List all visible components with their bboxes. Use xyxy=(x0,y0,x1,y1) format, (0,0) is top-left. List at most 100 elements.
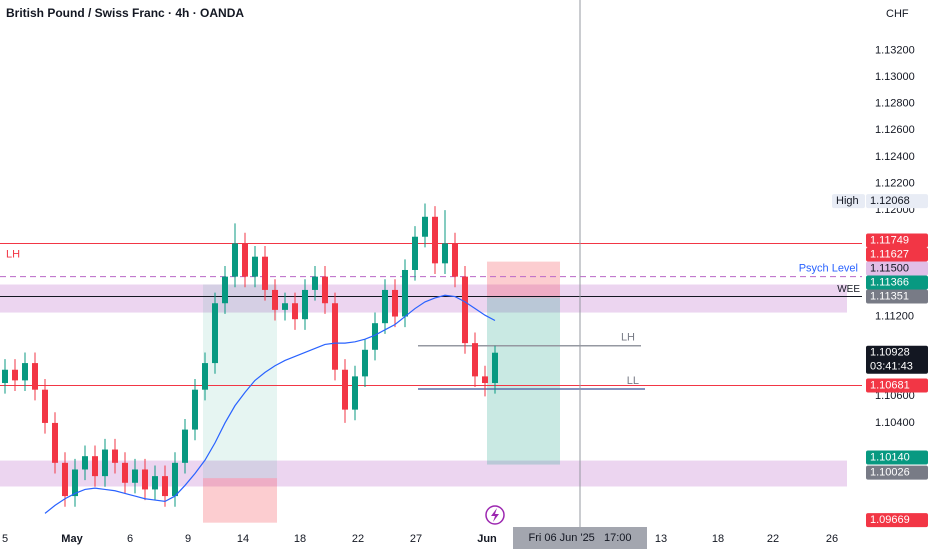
candle-body xyxy=(12,369,18,381)
candle-body xyxy=(222,276,228,304)
price-tag xyxy=(866,465,928,480)
candle-body xyxy=(212,303,218,364)
x-tick-label: 5 xyxy=(2,533,8,545)
price-tag xyxy=(866,289,928,304)
y-tick-label: 1.12200 xyxy=(875,177,915,189)
crosshair-time-box xyxy=(513,527,647,549)
candle-body xyxy=(312,276,318,290)
candle-body xyxy=(472,343,478,377)
candle-body xyxy=(32,363,38,390)
position-box xyxy=(487,261,560,298)
candle-body xyxy=(282,303,288,310)
candle-body xyxy=(272,289,278,310)
candle-body xyxy=(42,389,48,423)
candle-body xyxy=(302,289,308,320)
candle-body xyxy=(92,456,98,477)
candle-body xyxy=(422,216,428,237)
candle-body xyxy=(122,462,128,483)
candle-body xyxy=(372,323,378,350)
price-tag-label: 1.11366 xyxy=(870,276,909,288)
price-tag xyxy=(866,345,928,374)
price-tag-label: 1.10681 xyxy=(870,379,910,391)
candle-body xyxy=(202,363,208,390)
price-tag xyxy=(866,513,928,528)
candle-body xyxy=(112,449,118,463)
price-tag xyxy=(866,261,928,276)
candle-body xyxy=(132,469,138,483)
candle-body xyxy=(2,369,8,384)
x-tick-label: 14 xyxy=(237,533,249,545)
x-tick-label: 26 xyxy=(826,533,838,545)
candle-body xyxy=(432,216,438,264)
price-countdown: 03:41:43 xyxy=(870,361,913,373)
candle-body xyxy=(142,469,148,490)
candle-body xyxy=(382,289,388,324)
x-tick-label: 13 xyxy=(655,533,667,545)
candle-body xyxy=(192,389,198,430)
candle-body xyxy=(52,422,58,463)
x-tick-label: 27 xyxy=(410,533,422,545)
price-tag xyxy=(866,275,928,290)
price-tag-label: 1.09669 xyxy=(870,514,910,526)
x-tick-label: Jun xyxy=(477,533,497,545)
zone xyxy=(0,284,847,313)
segment-label: LH xyxy=(621,332,635,344)
price-tag-label: 1.10140 xyxy=(870,451,910,463)
y-tick-label: 1.12600 xyxy=(875,124,915,136)
position-box xyxy=(487,297,560,465)
candle-body xyxy=(62,462,68,497)
candle-body xyxy=(412,236,418,270)
y-tick-label: 1.10600 xyxy=(875,390,915,402)
candle-body xyxy=(362,349,368,377)
tag-label: High xyxy=(836,195,859,207)
tag-box xyxy=(832,194,865,209)
price-tag xyxy=(866,378,928,393)
price-tag xyxy=(866,194,928,209)
level-label: WEE xyxy=(837,284,860,295)
x-tick-label: 9 xyxy=(185,533,191,545)
candle-body xyxy=(242,243,248,277)
price-tag-label: 1.11351 xyxy=(870,290,909,302)
level-label: LH xyxy=(6,248,20,260)
price-tag-label: 1.10026 xyxy=(870,467,910,479)
price-tag-label: 1.10928 xyxy=(870,347,910,359)
x-tick-label: 22 xyxy=(767,533,779,545)
x-tick-label: 22 xyxy=(352,533,364,545)
currency-label: CHF xyxy=(886,8,909,20)
candle-body xyxy=(492,352,498,384)
candle-body xyxy=(452,243,458,277)
y-tick-label: 1.12800 xyxy=(875,98,915,110)
candle-body xyxy=(152,476,158,490)
crosshair-time: Fri 06 Jun '25 17:00 xyxy=(529,532,632,544)
x-tick-label: 18 xyxy=(294,533,306,545)
price-tag xyxy=(866,247,928,262)
tag-label: Psych Level xyxy=(799,262,858,274)
candle-body xyxy=(232,243,238,277)
plot-area: LH WEE LH LL xyxy=(0,203,862,523)
candle-body xyxy=(262,256,268,290)
moving-average xyxy=(44,294,496,514)
y-tick-label: 1.13200 xyxy=(875,44,915,56)
candle-body xyxy=(392,289,398,317)
y-tick-label: 1.10400 xyxy=(875,417,915,429)
candle-body xyxy=(402,269,408,317)
chart-title: British Pound / Swiss Franc · 4h · OANDA xyxy=(6,6,244,20)
candle-body xyxy=(22,363,28,381)
price-tag xyxy=(866,450,928,465)
candle-body xyxy=(352,376,358,410)
price-tag xyxy=(866,233,928,248)
x-tick-label: 18 xyxy=(712,533,724,545)
price-tag-label: 1.11627 xyxy=(870,248,909,260)
position-box xyxy=(203,478,277,523)
candle-body xyxy=(172,462,178,497)
alert-icon[interactable] xyxy=(485,505,505,525)
y-tick-label: 1.13000 xyxy=(875,71,915,83)
candle-body xyxy=(72,469,78,497)
candle-body xyxy=(482,376,488,384)
candle-body xyxy=(82,456,88,470)
candle-body xyxy=(332,303,338,370)
candle-body xyxy=(102,449,108,477)
candle-body xyxy=(252,256,258,277)
candle-body xyxy=(182,429,188,463)
